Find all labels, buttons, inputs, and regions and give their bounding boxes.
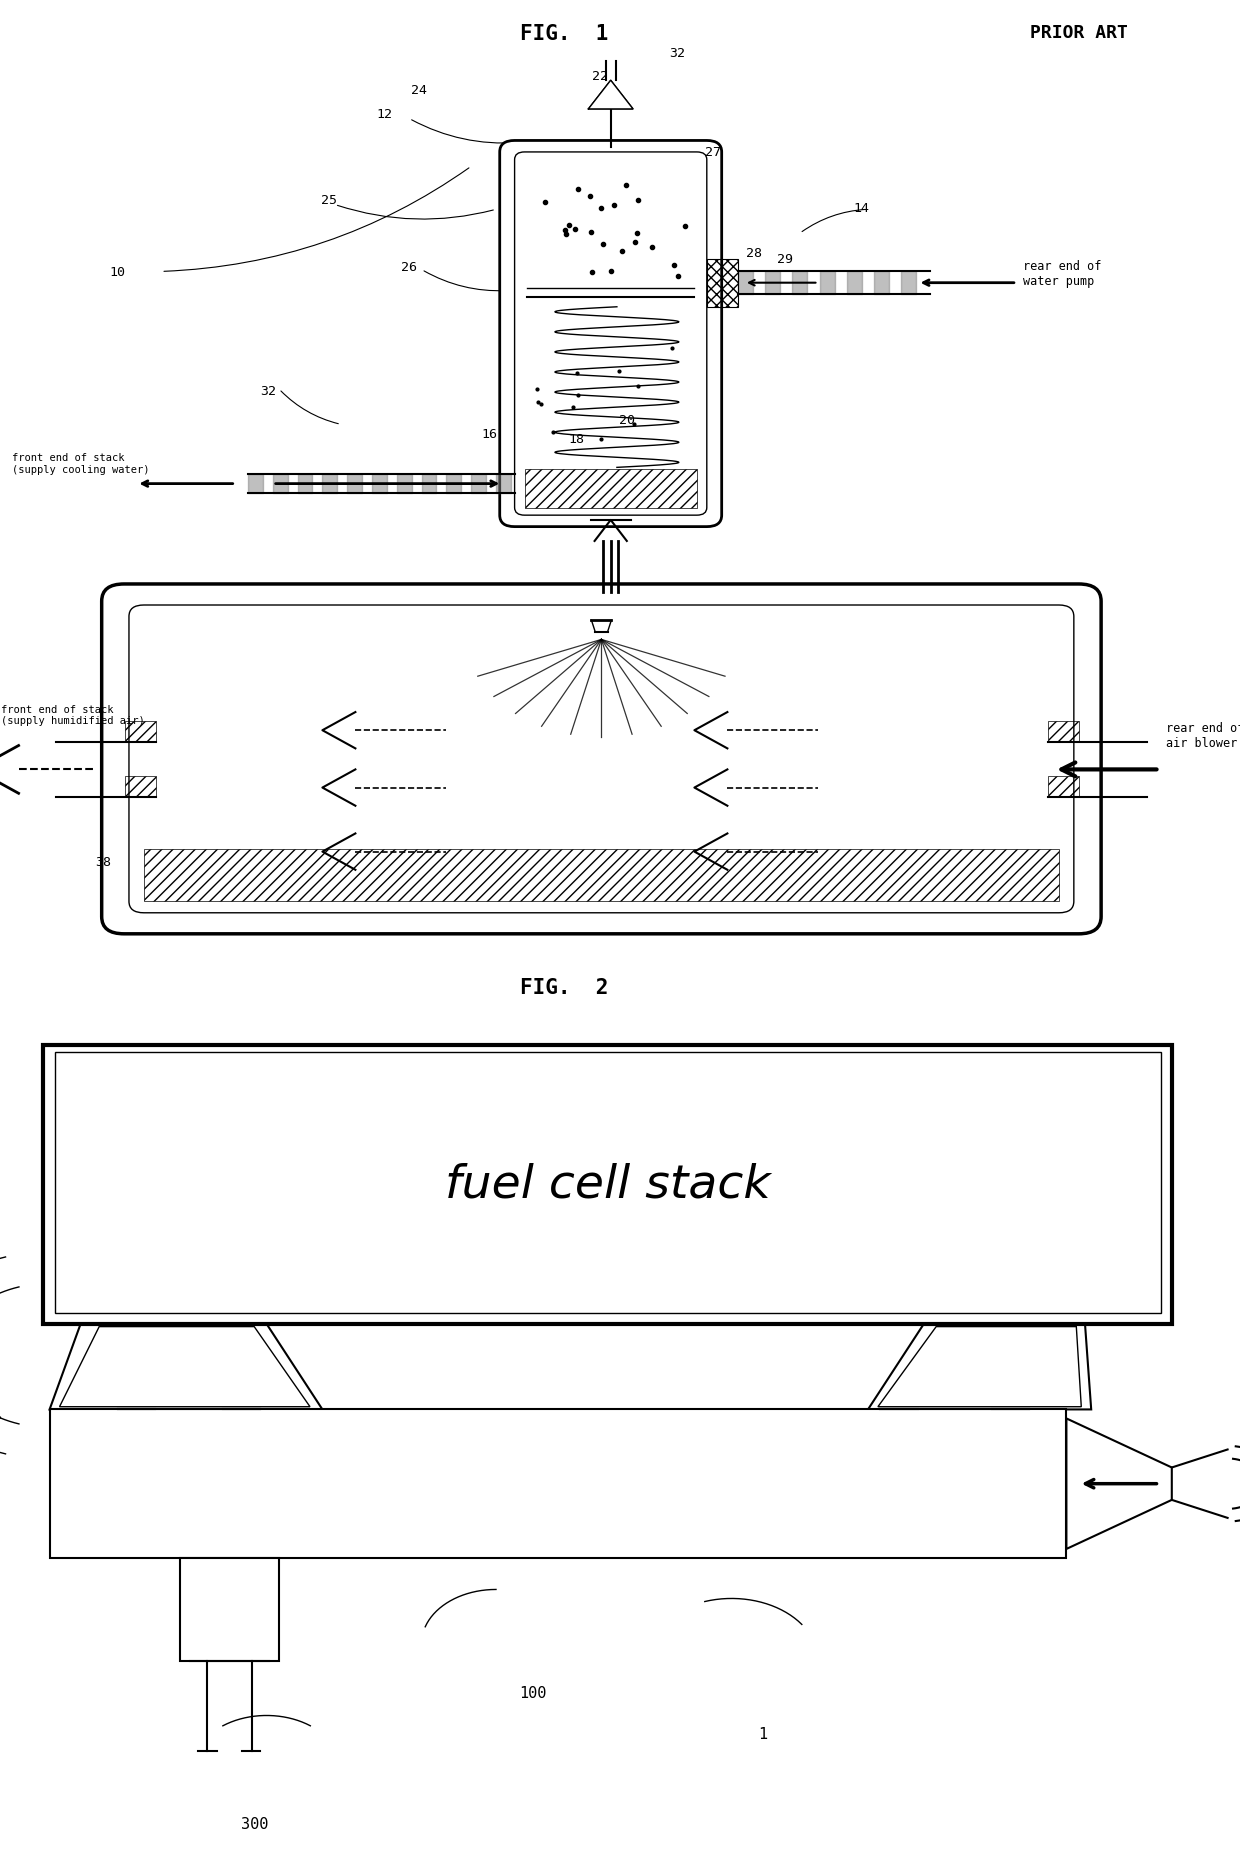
Text: 14: 14 [854,202,869,215]
Bar [1048,777,1079,798]
Text: 27: 27 [706,147,720,160]
Text: rear end of
water pump: rear end of water pump [1023,260,1101,288]
Text: rear end of
air blower: rear end of air blower [1166,722,1240,749]
Text: 10: 10 [110,265,125,278]
Bar [50,1410,1066,1558]
Text: PRIOR ART: PRIOR ART [1030,24,1127,43]
Bar [125,722,156,742]
Text: 28: 28 [746,247,761,260]
Bar [144,850,1059,902]
Text: fuel cell stack: fuel cell stack [445,1163,770,1208]
FancyBboxPatch shape [500,141,722,527]
Bar [707,260,738,308]
Bar [525,469,697,508]
Text: 100: 100 [520,1686,547,1701]
Text: 32: 32 [260,386,275,399]
Text: 38: 38 [95,855,110,868]
FancyBboxPatch shape [102,584,1101,935]
Text: 25: 25 [321,195,336,208]
Bar [55,1052,1161,1313]
Text: 1: 1 [758,1725,768,1742]
Text: 26: 26 [402,262,417,275]
Bar [125,777,156,798]
Text: 24: 24 [412,83,427,96]
Text: FIG.  1: FIG. 1 [520,24,609,45]
FancyBboxPatch shape [515,152,707,516]
Text: 20: 20 [620,414,635,427]
FancyBboxPatch shape [129,607,1074,913]
Text: 22: 22 [593,70,608,83]
Bar [43,1046,1172,1324]
Bar [1048,722,1079,742]
Text: 12: 12 [377,108,392,121]
Text: front end of stack
(supply humidified air): front end of stack (supply humidified ai… [1,705,145,725]
Polygon shape [588,82,632,109]
Text: 32: 32 [670,46,684,59]
Text: 16: 16 [482,429,497,441]
Text: FIG.  2: FIG. 2 [520,978,609,998]
Text: 29: 29 [777,254,792,267]
Text: front end of stack
(supply cooling water): front end of stack (supply cooling water… [12,453,150,475]
Text: 300: 300 [241,1816,268,1831]
Bar [180,1558,279,1662]
Text: 18: 18 [569,432,584,445]
